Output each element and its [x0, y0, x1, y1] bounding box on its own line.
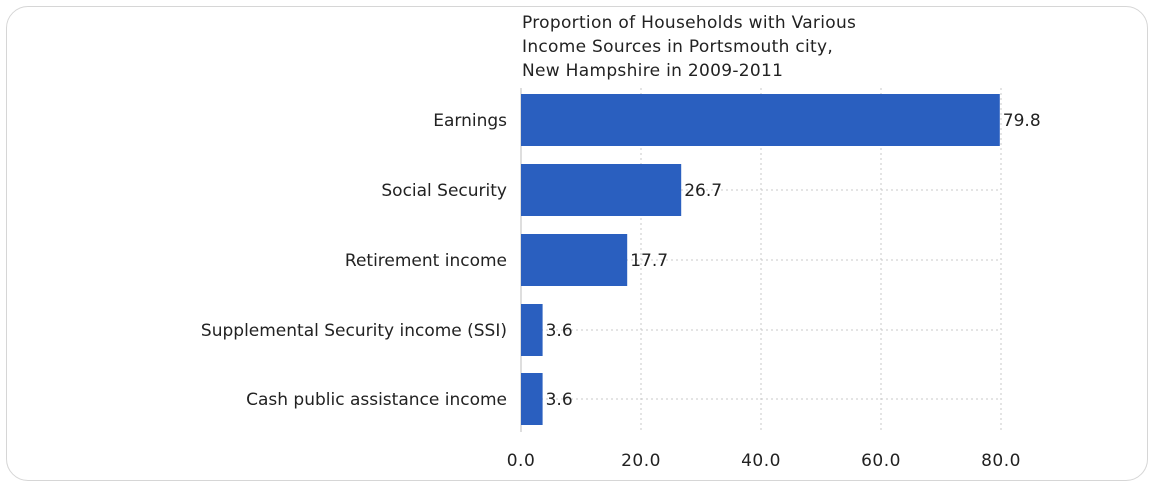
value-label: 26.7: [684, 181, 722, 201]
value-labels: 79.8 26.7 17.7 3.6 3.6: [546, 111, 1041, 410]
bars: [521, 94, 1000, 425]
x-tick-label: 0.0: [507, 451, 536, 471]
category-label: Retirement income: [345, 251, 507, 271]
x-tick-labels: 0.0 20.0 40.0 60.0 80.0: [507, 451, 1021, 471]
category-label: Earnings: [433, 111, 507, 131]
bar: [521, 234, 628, 286]
bar: [521, 373, 543, 425]
x-tick-label: 20.0: [621, 451, 661, 471]
value-label: 3.6: [546, 390, 573, 410]
chart-title-line-3: New Hampshire in 2009-2011: [522, 61, 783, 81]
chart-title-line-1: Proportion of Households with Various: [522, 13, 856, 33]
bar: [521, 164, 682, 216]
category-label: Cash public assistance income: [246, 390, 507, 410]
x-tick-label: 40.0: [741, 451, 781, 471]
category-label: Supplemental Security income (SSI): [201, 321, 507, 341]
value-label: 79.8: [1003, 111, 1041, 131]
value-label: 3.6: [546, 321, 573, 341]
x-tick-label: 80.0: [981, 451, 1021, 471]
value-label: 17.7: [630, 251, 668, 271]
bar: [521, 304, 543, 356]
category-label: Social Security: [381, 181, 507, 201]
bar: [521, 94, 1000, 146]
category-labels: Earnings Social Security Retirement income…: [201, 111, 507, 410]
chart-title-line-2: Income Sources in Portsmouth city,: [522, 37, 833, 57]
x-tick-label: 60.0: [861, 451, 901, 471]
